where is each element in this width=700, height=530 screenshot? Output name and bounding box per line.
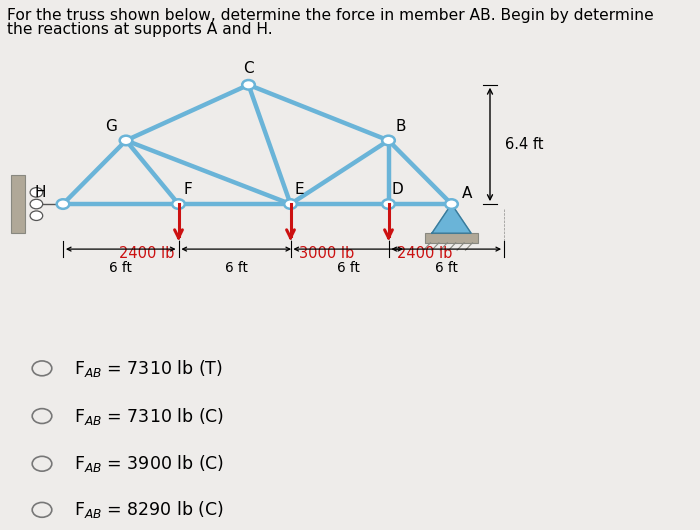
Text: 2400 lb: 2400 lb [119, 246, 174, 261]
Text: 6 ft: 6 ft [225, 261, 248, 275]
Circle shape [172, 199, 185, 209]
Text: 6.4 ft: 6.4 ft [505, 137, 544, 152]
Text: A: A [462, 187, 472, 201]
Circle shape [30, 199, 43, 209]
Text: E: E [295, 182, 304, 197]
Circle shape [57, 199, 69, 209]
Text: For the truss shown below, determine the force in member AB. Begin by determine: For the truss shown below, determine the… [7, 8, 654, 23]
Circle shape [30, 188, 43, 197]
Text: F$_{AB}$ = 7310 lb (C): F$_{AB}$ = 7310 lb (C) [74, 405, 224, 427]
Text: the reactions at supports A and H.: the reactions at supports A and H. [7, 22, 272, 37]
Bar [425, 233, 478, 243]
Circle shape [30, 211, 43, 220]
Text: F$_{AB}$ = 7310 lb (T): F$_{AB}$ = 7310 lb (T) [74, 358, 222, 379]
Text: 6 ft: 6 ft [109, 261, 132, 275]
Text: C: C [243, 61, 254, 76]
Text: D: D [392, 182, 403, 197]
Text: F$_{AB}$ = 3900 lb (C): F$_{AB}$ = 3900 lb (C) [74, 453, 224, 474]
Text: H: H [34, 185, 46, 200]
Circle shape [120, 136, 132, 145]
Circle shape [242, 80, 255, 90]
Circle shape [284, 199, 297, 209]
Circle shape [382, 136, 395, 145]
Text: 6 ft: 6 ft [435, 261, 458, 275]
Text: G: G [105, 119, 116, 134]
Circle shape [445, 199, 458, 209]
Text: 6 ft: 6 ft [337, 261, 360, 275]
Bar [10, 175, 25, 233]
Text: F$_{AB}$ = 8290 lb (C): F$_{AB}$ = 8290 lb (C) [74, 499, 223, 520]
Text: F: F [183, 182, 192, 197]
Text: B: B [396, 119, 406, 134]
Circle shape [382, 199, 395, 209]
Text: 2400 lb: 2400 lb [397, 246, 452, 261]
Text: 3000 lb: 3000 lb [299, 246, 354, 261]
Polygon shape [432, 204, 471, 233]
